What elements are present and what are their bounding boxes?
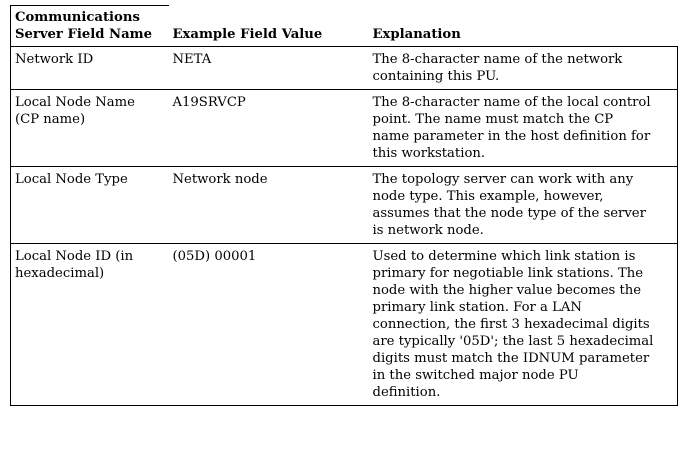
row-field-name: Network ID [10, 46, 169, 90]
row-explanation: The 8-character name of the network cont… [368, 46, 678, 90]
field-reference-table: Communications Server Field Name Example… [10, 5, 678, 406]
example-value-text: (05D) 00001 [172, 249, 257, 264]
example-value-text: Network node [172, 172, 268, 187]
row-example-value: NETA [168, 46, 369, 90]
row-example-value: A19SRVCP [168, 89, 369, 167]
row-field-name: Local Node Name (CP name) [10, 89, 169, 167]
explanation-text: The 8-character name of the network cont… [372, 52, 623, 84]
header-field-name-text: Communications Server Field Name [15, 10, 152, 42]
table-row: Local Node Name (CP name) A19SRVCP The 8… [10, 89, 678, 167]
example-value-text: NETA [172, 52, 212, 67]
explanation-text: The topology server can work with any no… [372, 172, 646, 238]
row-explanation: Used to determine which link station is … [368, 243, 678, 406]
field-name-text: Local Node ID (in hexadecimal) [15, 249, 134, 281]
row-example-value: Network node [168, 166, 369, 244]
row-field-name: Local Node Type [10, 166, 169, 244]
table-row: Network ID NETA The 8-character name of … [10, 46, 678, 90]
table-header-row: Communications Server Field Name Example… [10, 5, 678, 47]
row-example-value: (05D) 00001 [168, 243, 369, 406]
field-name-text: Local Node Name (CP name) [15, 95, 135, 127]
header-example-value: Example Field Value [168, 5, 369, 47]
header-explanation: Explanation [368, 5, 678, 47]
field-name-text: Network ID [15, 52, 94, 67]
row-explanation: The topology server can work with any no… [368, 166, 678, 244]
explanation-text: Used to determine which link station is … [372, 249, 654, 400]
table-row: Local Node ID (in hexadecimal) (05D) 000… [10, 243, 678, 406]
header-example-value-text: Example Field Value [172, 27, 323, 42]
header-explanation-text: Explanation [372, 27, 461, 42]
table-row: Local Node Type Network node The topolog… [10, 166, 678, 244]
row-explanation: The 8-character name of the local contro… [368, 89, 678, 167]
row-field-name: Local Node ID (in hexadecimal) [10, 243, 169, 406]
field-reference-table-container: Communications Server Field Name Example… [10, 5, 678, 406]
field-name-text: Local Node Type [15, 172, 128, 187]
header-field-name: Communications Server Field Name [10, 5, 169, 47]
explanation-text: The 8-character name of the local contro… [372, 95, 651, 161]
example-value-text: A19SRVCP [172, 95, 246, 110]
